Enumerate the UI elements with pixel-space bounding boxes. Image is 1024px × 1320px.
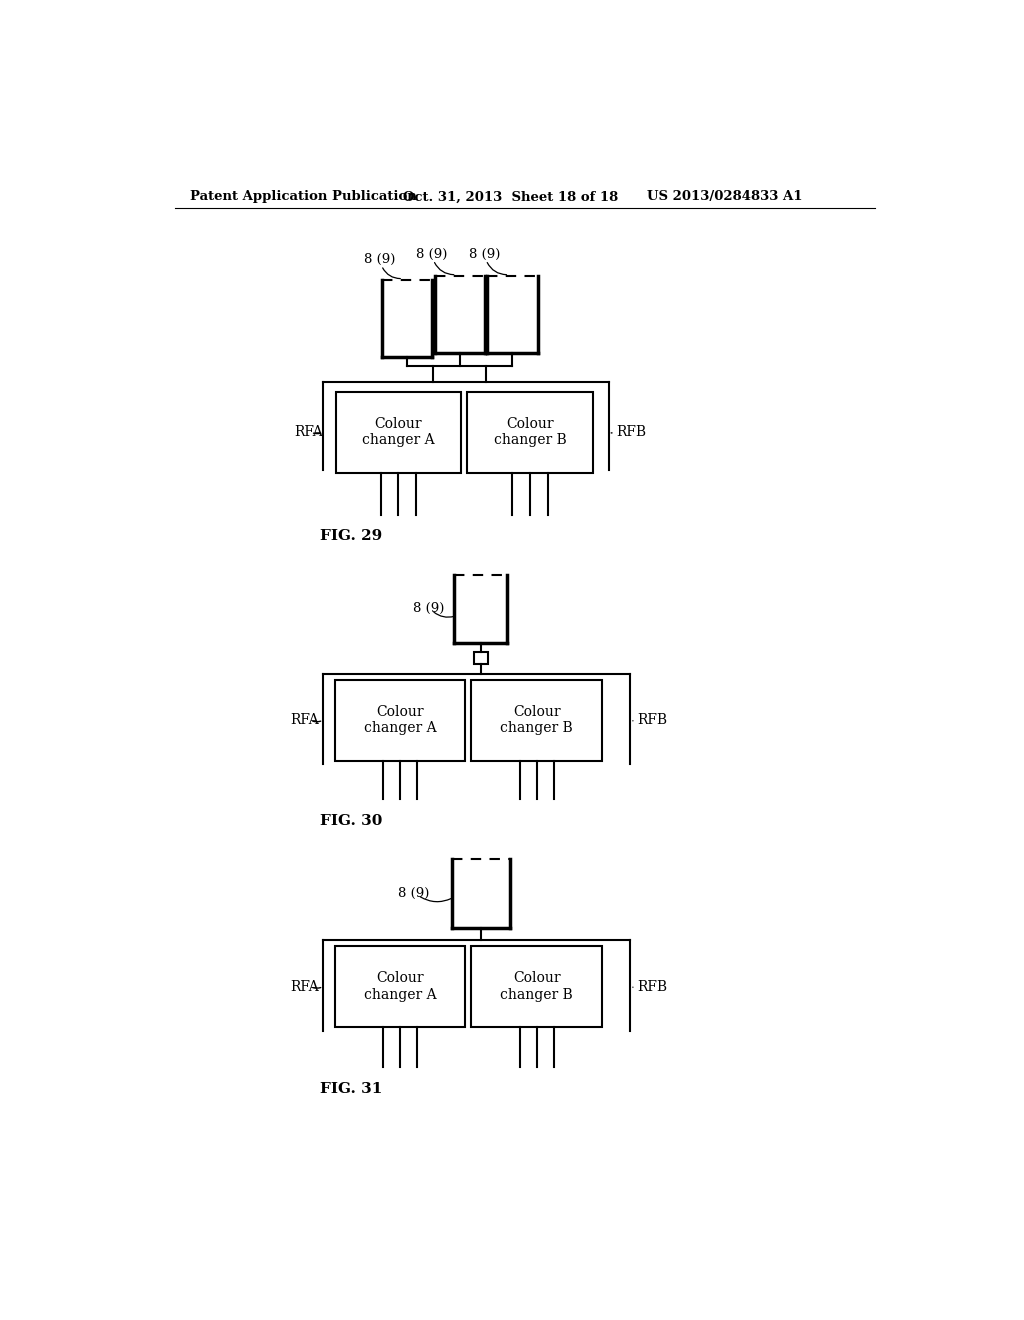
Text: FIG. 31: FIG. 31 [321,1081,383,1096]
Text: FIG. 29: FIG. 29 [321,529,382,544]
Text: RFA: RFA [295,425,324,440]
Text: Colour
changer B: Colour changer B [494,417,566,447]
Text: Colour
changer A: Colour changer A [362,417,435,447]
FancyArrowPatch shape [420,896,452,902]
Text: Patent Application Publication: Patent Application Publication [190,190,417,203]
FancyArrowPatch shape [434,612,454,618]
Text: Colour
changer B: Colour changer B [501,705,573,735]
Text: RFB: RFB [616,425,646,440]
Bar [471,946,602,1027]
Text: 8 (9): 8 (9) [417,248,447,261]
FancyArrowPatch shape [434,263,454,275]
Text: RFB: RFB [637,713,668,727]
Text: RFB: RFB [637,979,668,994]
Text: RFA: RFA [291,713,319,727]
Text: Colour
changer A: Colour changer A [364,972,436,1002]
Text: 8 (9): 8 (9) [365,253,395,267]
FancyArrowPatch shape [383,268,400,279]
Text: FIG. 30: FIG. 30 [321,813,383,828]
FancyArrowPatch shape [487,263,507,275]
Bar [471,680,602,760]
Text: Oct. 31, 2013  Sheet 18 of 18: Oct. 31, 2013 Sheet 18 of 18 [403,190,618,203]
Bar [335,946,465,1027]
Text: US 2013/0284833 A1: US 2013/0284833 A1 [647,190,803,203]
Text: Colour
changer A: Colour changer A [364,705,436,735]
Text: 8 (9): 8 (9) [469,248,501,261]
Text: 8 (9): 8 (9) [414,602,444,615]
Bar [474,652,487,664]
Bar [335,680,465,760]
Text: 8 (9): 8 (9) [397,887,429,900]
Bar [467,392,593,473]
Text: Colour
changer B: Colour changer B [501,972,573,1002]
Bar [336,392,461,473]
Text: RFA: RFA [291,979,319,994]
